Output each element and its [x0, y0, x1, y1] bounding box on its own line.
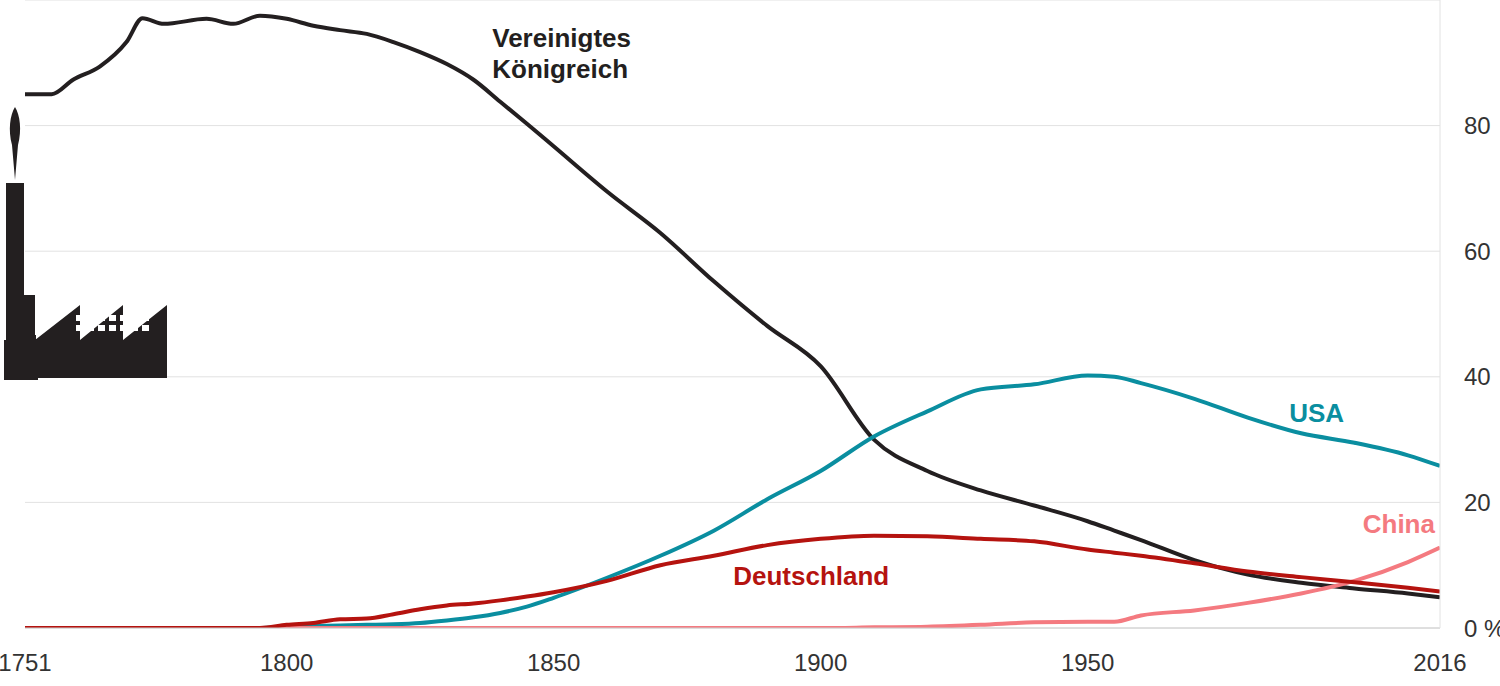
svg-text:Deutschland: Deutschland: [733, 561, 889, 591]
svg-text:80: 80: [1464, 112, 1491, 139]
svg-text:USA: USA: [1289, 398, 1344, 428]
svg-text:1850: 1850: [527, 649, 580, 676]
svg-text:60: 60: [1464, 238, 1491, 265]
svg-text:1751: 1751: [0, 649, 52, 676]
svg-text:1950: 1950: [1061, 649, 1114, 676]
svg-text:1800: 1800: [260, 649, 313, 676]
svg-text:0 %: 0 %: [1464, 615, 1500, 642]
svg-text:China: China: [1363, 509, 1436, 539]
svg-text:1900: 1900: [794, 649, 847, 676]
svg-text:40: 40: [1464, 363, 1491, 390]
svg-text:VereinigtesKönigreich: VereinigtesKönigreich: [492, 23, 631, 84]
svg-text:2016: 2016: [1413, 649, 1466, 676]
svg-text:20: 20: [1464, 489, 1491, 516]
